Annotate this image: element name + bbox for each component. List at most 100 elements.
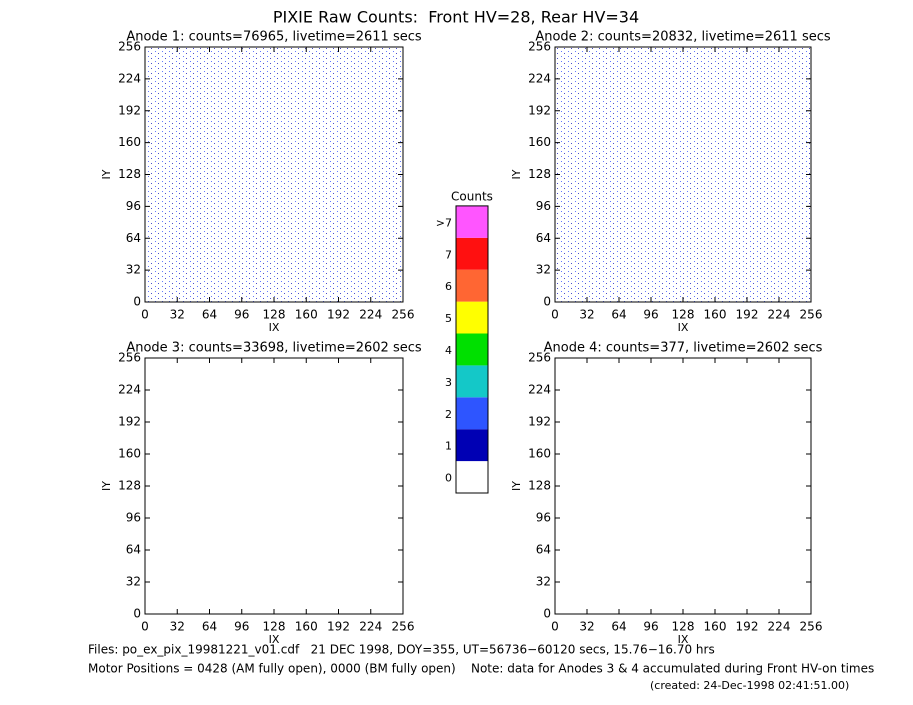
y-tick-label: 96: [126, 199, 141, 213]
y-tick-label: 256: [118, 40, 141, 54]
panel-title: Anode 3: counts=33698, livetime=2602 sec…: [126, 341, 422, 356]
y-tick-label: 256: [528, 351, 551, 365]
x-tick-label: 96: [643, 308, 658, 322]
y-tick-label: 192: [118, 103, 141, 117]
y-axis-label: IY: [100, 481, 113, 491]
colorbar-label: 5: [445, 312, 452, 325]
x-tick-label: 96: [643, 620, 658, 634]
y-axis-label: IY: [100, 169, 113, 179]
x-tick-label: 64: [202, 308, 217, 322]
colorbar-label: 6: [445, 280, 452, 293]
x-tick-label: 256: [392, 308, 415, 322]
y-tick-label: 128: [528, 479, 551, 493]
color-swatch: [456, 333, 488, 366]
color-swatch: [456, 365, 488, 398]
panel-title: Anode 2: counts=20832, livetime=2611 sec…: [535, 30, 831, 45]
plot-frame: [144, 357, 404, 615]
colorbar-label: 2: [445, 408, 452, 421]
colorbar-label: >7: [436, 216, 452, 229]
y-tick-label: 0: [543, 295, 551, 309]
x-tick-label: 0: [141, 308, 149, 322]
x-tick-label: 160: [704, 620, 727, 634]
y-tick-label: 128: [118, 167, 141, 181]
footer-line: Files: po_ex_pix_19981221_v01.cdf 21 DEC…: [88, 643, 715, 657]
page-title: PIXIE Raw Counts: Front HV=28, Rear HV=3…: [273, 8, 639, 27]
x-tick-label: 192: [327, 308, 350, 322]
created-note: (created: 24-Dec-1998 02:41:51.00): [650, 679, 849, 692]
colorbar-title: Counts: [451, 189, 493, 203]
color-swatch: [456, 205, 488, 238]
y-tick-label: 160: [118, 447, 141, 461]
y-tick-label: 224: [528, 383, 551, 397]
x-tick-label: 0: [551, 308, 559, 322]
footer-line: Motor Positions = 0428 (AM fully open), …: [88, 662, 874, 676]
x-tick-label: 192: [327, 620, 350, 634]
x-tick-label: 32: [170, 620, 185, 634]
colorbar-label: 3: [445, 376, 452, 389]
y-tick-label: 64: [126, 231, 141, 245]
y-axis-label: IY: [510, 169, 523, 179]
y-tick-label: 192: [528, 103, 551, 117]
y-tick-label: 32: [536, 575, 551, 589]
y-tick-label: 160: [528, 135, 551, 149]
x-tick-label: 96: [234, 308, 249, 322]
colorbar-frame: [455, 205, 489, 494]
y-tick-label: 0: [133, 295, 141, 309]
image-texture: [145, 47, 403, 302]
y-tick-label: 224: [118, 383, 141, 397]
y-tick-label: 64: [126, 543, 141, 557]
color-swatch: [456, 269, 488, 302]
y-tick-label: 128: [118, 479, 141, 493]
x-tick-label: 192: [736, 620, 759, 634]
y-tick-label: 128: [528, 167, 551, 181]
x-tick-label: 32: [579, 620, 594, 634]
y-tick-label: 96: [126, 511, 141, 525]
panel-title: Anode 4: counts=377, livetime=2602 secs: [544, 341, 823, 356]
x-axis-label: IX: [269, 633, 280, 646]
y-tick-label: 32: [536, 263, 551, 277]
colorbar-label: 1: [445, 440, 452, 453]
y-tick-label: 0: [543, 607, 551, 621]
panel-title: Anode 1: counts=76965, livetime=2611 sec…: [126, 30, 422, 45]
y-tick-label: 224: [528, 71, 551, 85]
x-tick-label: 32: [170, 308, 185, 322]
x-tick-label: 32: [579, 308, 594, 322]
y-tick-label: 64: [536, 543, 551, 557]
y-tick-label: 224: [118, 71, 141, 85]
y-tick-label: 192: [118, 415, 141, 429]
x-tick-label: 256: [392, 620, 415, 634]
color-swatch: [456, 461, 488, 493]
y-tick-label: 96: [536, 511, 551, 525]
x-tick-label: 128: [263, 620, 286, 634]
x-tick-label: 64: [611, 308, 626, 322]
y-tick-label: 192: [528, 415, 551, 429]
x-tick-label: 160: [704, 308, 727, 322]
x-axis-label: IX: [269, 321, 280, 334]
y-tick-label: 64: [536, 231, 551, 245]
y-tick-label: 32: [126, 263, 141, 277]
x-tick-label: 128: [672, 308, 695, 322]
colorbar-label: 7: [445, 248, 452, 261]
color-swatch: [456, 237, 488, 270]
y-tick-label: 32: [126, 575, 141, 589]
x-tick-label: 224: [768, 308, 791, 322]
y-tick-label: 256: [118, 351, 141, 365]
x-tick-label: 256: [800, 308, 823, 322]
x-tick-label: 224: [768, 620, 791, 634]
x-tick-label: 128: [672, 620, 695, 634]
y-tick-label: 96: [536, 199, 551, 213]
x-tick-label: 192: [736, 308, 759, 322]
x-tick-label: 0: [551, 620, 559, 634]
x-tick-label: 96: [234, 620, 249, 634]
x-tick-label: 224: [359, 308, 382, 322]
x-axis-label: IX: [678, 321, 689, 334]
x-tick-label: 256: [800, 620, 823, 634]
plot-frame: [554, 357, 812, 615]
y-tick-label: 0: [133, 607, 141, 621]
x-tick-label: 0: [141, 620, 149, 634]
y-axis-label: IY: [510, 481, 523, 491]
y-tick-label: 256: [528, 40, 551, 54]
